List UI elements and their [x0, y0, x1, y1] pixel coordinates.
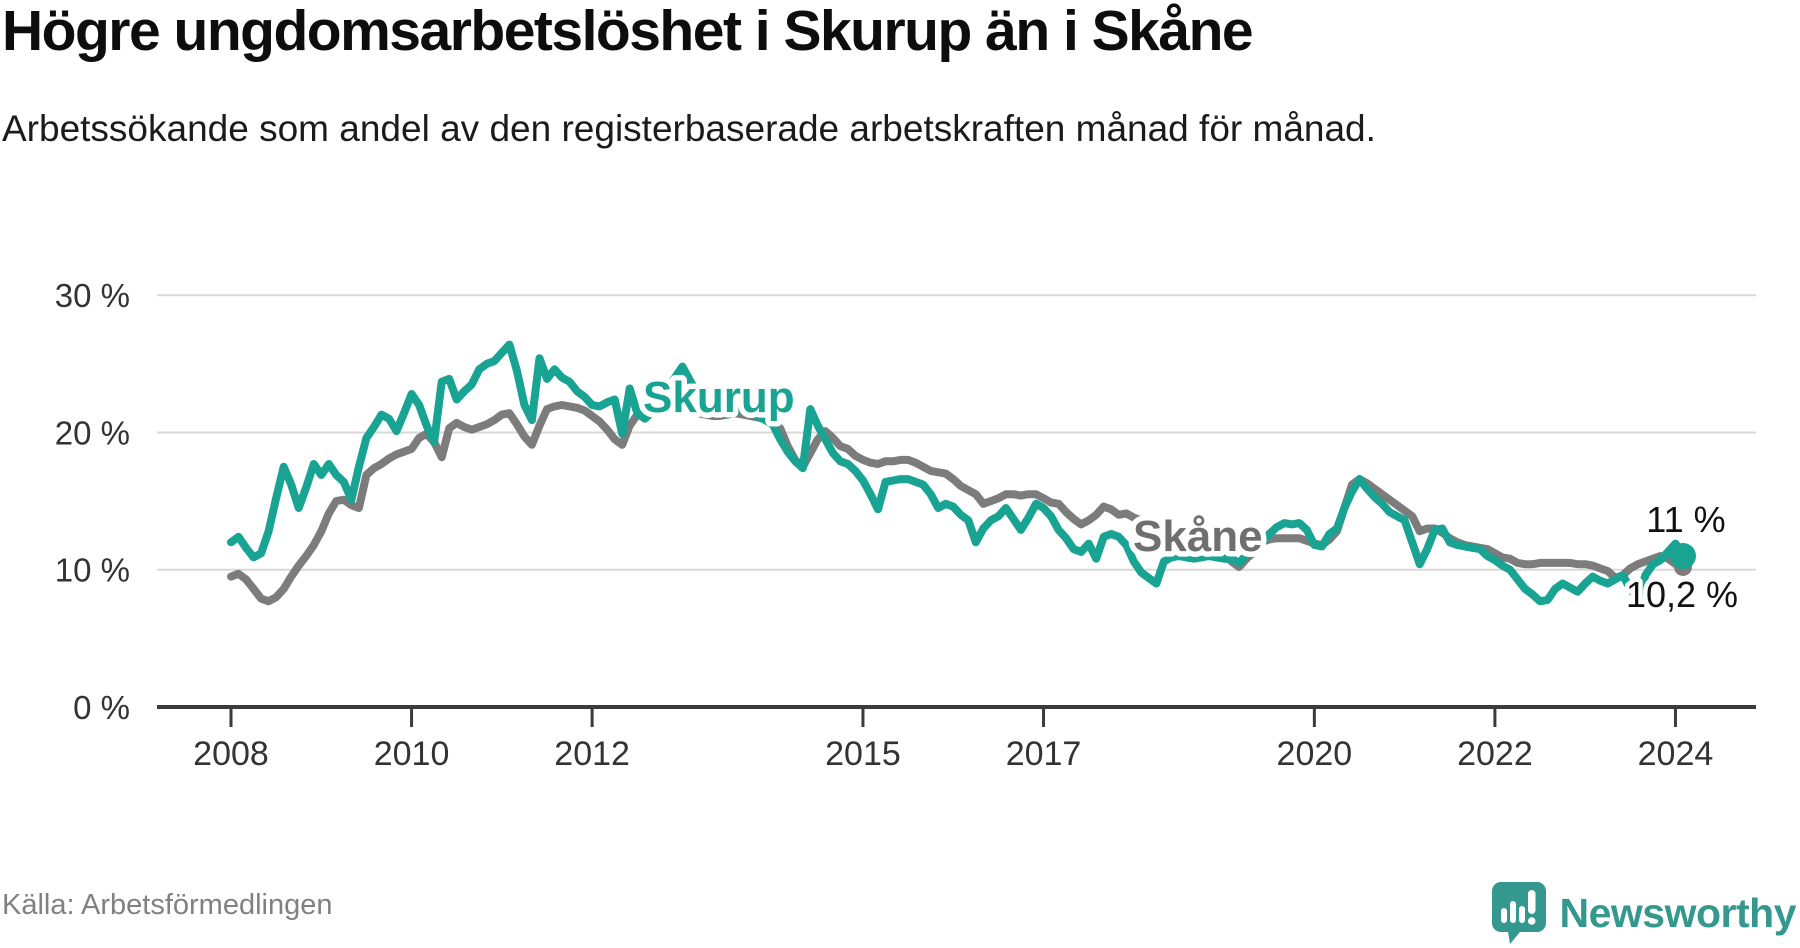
series-label-skurup: Skurup [643, 373, 795, 422]
x-axis-label: 2022 [1457, 735, 1533, 773]
newsworthy-logo-icon [1491, 882, 1546, 944]
bar-3 [1518, 906, 1525, 923]
end-value-label: 11 % [1646, 499, 1725, 540]
grid-layer: 0 % 10 % 20 % 30 % [55, 277, 1756, 726]
newsworthy-logo: Newsworthy [1489, 881, 1797, 945]
x-axis-label: 2008 [193, 735, 269, 773]
exclamation-dot [1527, 917, 1535, 925]
bar-1 [1500, 908, 1507, 923]
x-axis-label: 2012 [554, 735, 630, 773]
exclamation-bar [1527, 890, 1535, 914]
series-line-skurup [227, 340, 1687, 606]
chart-subtitle: Arbetssökande som andel av den registerb… [2, 108, 1376, 149]
end-dot-skurup [1669, 543, 1696, 570]
x-axis-label: 2024 [1638, 735, 1714, 773]
newsworthy-logo-text: Newsworthy [1559, 890, 1797, 936]
y-axis-label: 0 % [73, 689, 130, 726]
axis-layer: 2008 2010 2012 2015 2017 2020 2022 2024 [157, 705, 1756, 773]
y-axis-label: 10 % [55, 552, 130, 589]
x-axis-label: 2017 [1006, 735, 1082, 773]
series-line-skne [227, 401, 1687, 606]
x-axis-label: 2010 [374, 735, 450, 773]
source-note: Källa: Arbetsförmedlingen [2, 889, 333, 921]
series-label-skne: Skåne [1133, 512, 1263, 561]
series-layer [227, 340, 1696, 606]
x-axis-label: 2020 [1277, 735, 1353, 773]
annotation-layer: Skurup Skåne 11 % 10,2 % [638, 368, 1743, 620]
bar-2 [1509, 901, 1516, 923]
page-title: Högre ungdomsarbetslöshet i Skurup än i … [2, 0, 1254, 63]
x-axis-label: 2015 [825, 735, 901, 773]
end-value-label: 10,2 % [1626, 574, 1738, 615]
y-axis-label: 30 % [55, 277, 130, 314]
y-axis-label: 20 % [55, 414, 130, 451]
